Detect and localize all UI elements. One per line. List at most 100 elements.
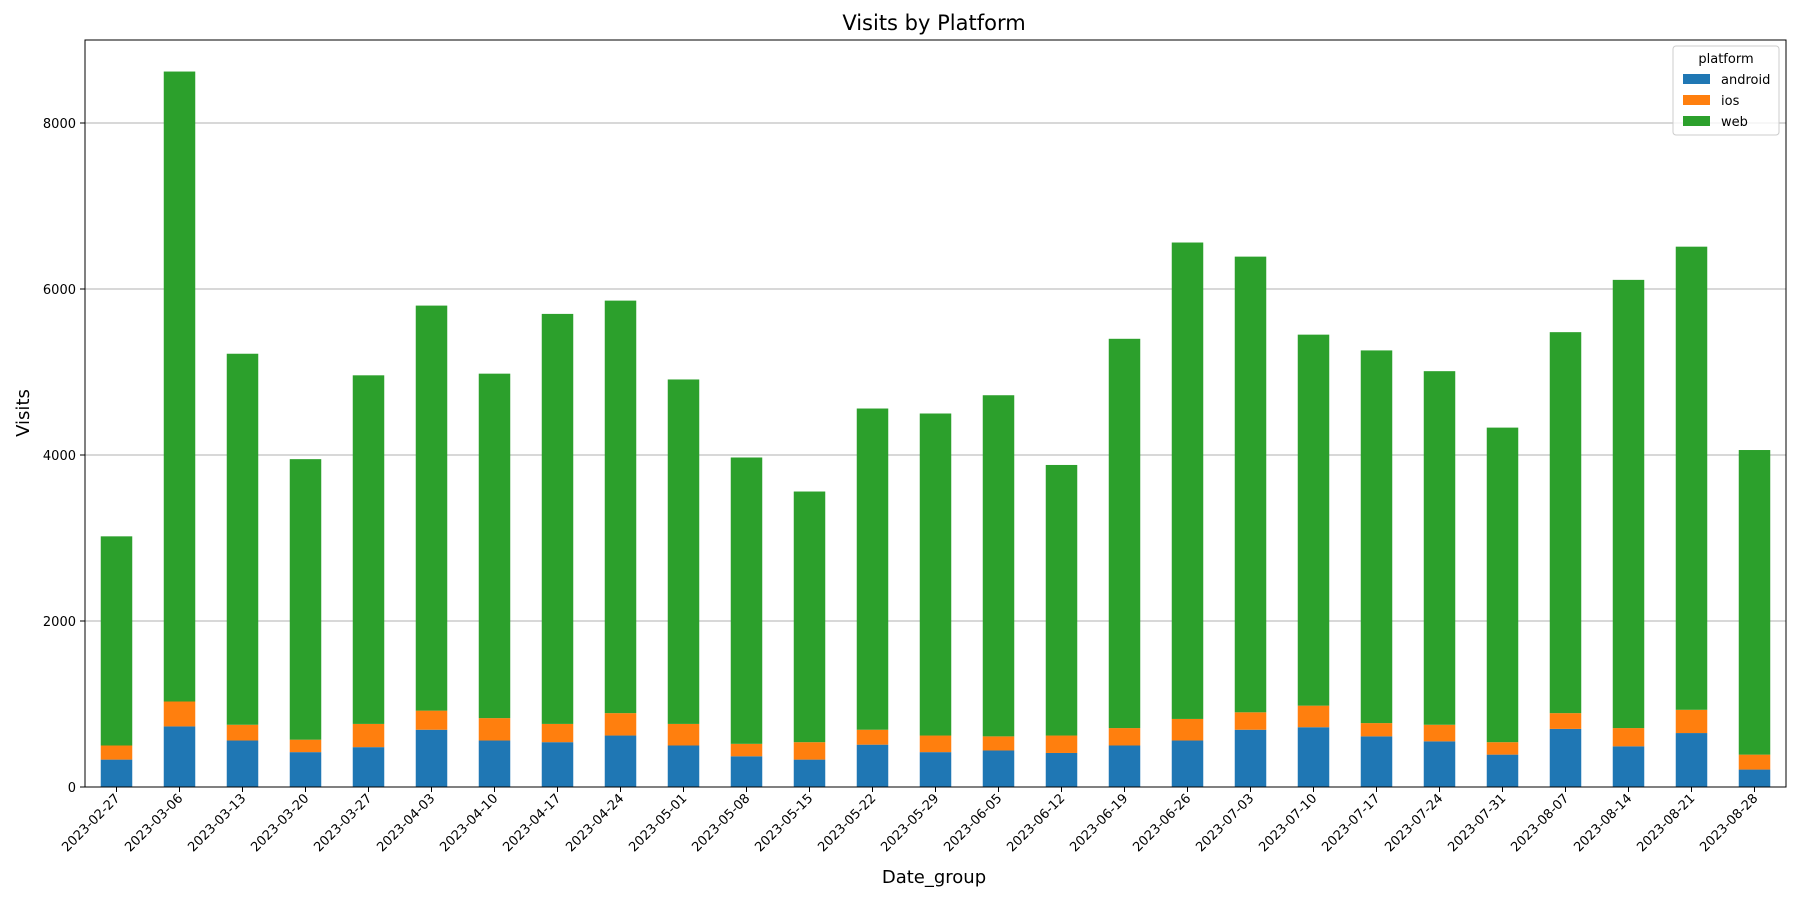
bar-android	[1360, 736, 1393, 787]
bar-android	[541, 742, 574, 787]
bar-web	[100, 536, 133, 746]
bar-android	[289, 752, 322, 787]
y-tick-label: 2000	[43, 615, 76, 630]
bar-web	[1234, 256, 1267, 713]
x-axis-title: Date_group	[882, 867, 986, 888]
bar-android	[982, 750, 1015, 787]
bar-ios	[1234, 712, 1267, 730]
bar-ios	[289, 739, 322, 753]
bar-ios	[415, 710, 448, 730]
y-axis-title: Visits	[13, 389, 34, 437]
y-tick-label: 8000	[43, 117, 76, 132]
bar-web	[919, 413, 952, 736]
bar-web	[1171, 242, 1204, 719]
bar-android	[1108, 745, 1141, 787]
bar-web	[1045, 464, 1078, 736]
bar-ios	[1675, 709, 1708, 734]
bar-web	[1108, 338, 1141, 729]
bar-android	[1738, 769, 1771, 787]
y-tick-label: 6000	[43, 283, 76, 298]
bar-web	[1738, 450, 1771, 755]
legend: platform android ios web	[1672, 45, 1780, 136]
bar-ios	[100, 745, 133, 760]
bar-web	[856, 408, 889, 730]
bar-ios	[919, 735, 952, 753]
legend-title: platform	[1698, 52, 1753, 67]
y-tick-label: 0	[68, 781, 76, 796]
bar-android	[1297, 727, 1330, 787]
bar-android	[1549, 728, 1582, 787]
bar-ios	[667, 723, 700, 746]
bar-ios	[1297, 705, 1330, 728]
bar-android	[1486, 754, 1519, 787]
bar-ios	[1486, 742, 1519, 755]
chart-title: Visits by Platform	[842, 11, 1025, 35]
bar-ios	[604, 713, 637, 736]
bar-ios	[1360, 723, 1393, 737]
bar-android	[856, 744, 889, 787]
legend-label-web: web	[1721, 115, 1748, 130]
bar-web	[1297, 334, 1330, 706]
bar-ios	[541, 723, 574, 743]
bar-web	[415, 305, 448, 711]
bar-web	[730, 457, 763, 744]
bar-web	[541, 313, 574, 724]
bar-ios	[1045, 735, 1078, 753]
bar-android	[1423, 741, 1456, 787]
bar-android	[226, 740, 259, 787]
bar-android	[793, 759, 826, 787]
bar-ios	[982, 736, 1015, 751]
bar-ios	[1108, 728, 1141, 746]
bar-ios	[352, 723, 385, 748]
bar-ios	[1549, 713, 1582, 729]
bar-ios	[1738, 754, 1771, 770]
bar-ios	[730, 743, 763, 757]
bar-android	[1045, 752, 1078, 787]
bar-android	[919, 752, 952, 787]
bars	[100, 71, 1771, 787]
bar-web	[352, 375, 385, 724]
bar-android	[163, 726, 196, 787]
bar-web	[226, 353, 259, 725]
bar-android	[1171, 740, 1204, 787]
y-axis: 0 2000 4000 6000 8000	[43, 117, 85, 796]
bar-web	[667, 379, 700, 724]
bar-ios	[1612, 728, 1645, 747]
bar-android	[1675, 733, 1708, 787]
bar-ios	[478, 718, 511, 741]
bar-android	[1234, 729, 1267, 787]
bar-ios	[163, 701, 196, 727]
bar-ios	[1423, 724, 1456, 742]
bar-ios	[226, 724, 259, 741]
bar-android	[478, 740, 511, 787]
bar-web	[1486, 427, 1519, 743]
y-tick-label: 4000	[43, 449, 76, 464]
legend-label-ios: ios	[1721, 94, 1740, 109]
bar-web	[289, 459, 322, 740]
bar-web	[478, 373, 511, 719]
bar-web	[1612, 279, 1645, 729]
legend-swatch-ios	[1683, 95, 1710, 105]
bar-android	[352, 747, 385, 787]
bar-ios	[856, 729, 889, 745]
bar-android	[1612, 746, 1645, 787]
bar-web	[1423, 371, 1456, 725]
bar-ios	[1171, 718, 1204, 741]
bar-android	[604, 735, 637, 787]
bar-android	[415, 729, 448, 787]
bar-web	[163, 71, 196, 702]
bar-android	[730, 756, 763, 787]
bar-web	[604, 300, 637, 714]
bar-android	[100, 759, 133, 787]
legend-swatch-web	[1683, 116, 1710, 126]
legend-swatch-android	[1683, 74, 1710, 84]
legend-label-android: android	[1721, 73, 1770, 88]
bar-web	[982, 395, 1015, 737]
legend-frame	[1672, 45, 1780, 136]
bar-android	[667, 745, 700, 787]
bar-web	[1360, 350, 1393, 724]
bar-web	[793, 491, 826, 743]
bar-ios	[793, 742, 826, 760]
